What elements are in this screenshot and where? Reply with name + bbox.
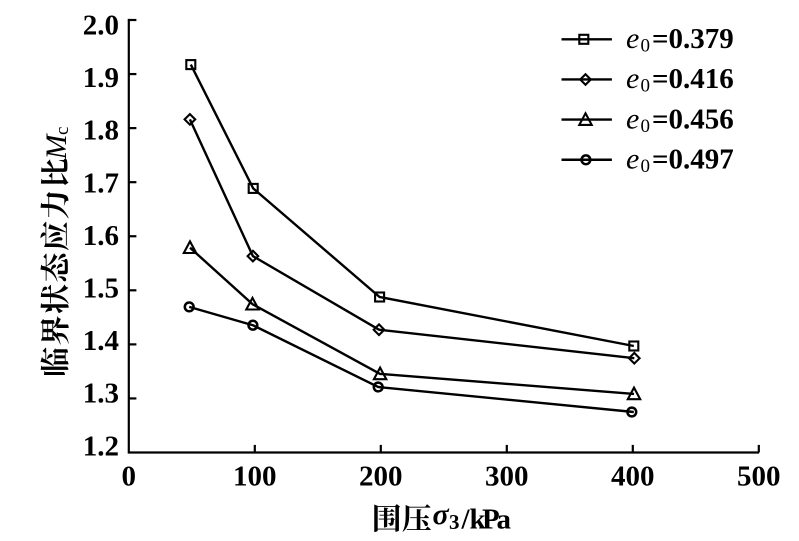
svg-text:500: 500 [737, 461, 781, 493]
svg-text:=0.456: =0.456 [652, 103, 734, 135]
svg-text:200: 200 [359, 461, 403, 493]
svg-text:c: c [52, 127, 73, 135]
svg-text:0: 0 [122, 461, 137, 493]
svg-text:300: 300 [485, 461, 529, 493]
svg-text:1.3: 1.3 [83, 378, 119, 410]
svg-text:1.2: 1.2 [83, 430, 119, 462]
svg-text:1.8: 1.8 [83, 115, 119, 147]
svg-text:P: P [482, 504, 500, 536]
svg-text:0: 0 [641, 36, 651, 57]
svg-text:0: 0 [641, 156, 651, 177]
svg-text:1.7: 1.7 [83, 167, 119, 199]
svg-text:a: a [497, 504, 512, 536]
svg-text:e: e [626, 62, 639, 95]
svg-text:e: e [626, 22, 639, 55]
svg-text:/: / [461, 504, 471, 536]
svg-text:400: 400 [611, 461, 655, 493]
svg-text:k: k [470, 504, 487, 536]
svg-text:0: 0 [641, 76, 651, 97]
svg-text:=0.379: =0.379 [652, 23, 734, 55]
svg-text:e: e [626, 102, 639, 135]
svg-text:0: 0 [641, 116, 651, 137]
svg-text:100: 100 [233, 461, 277, 493]
svg-text:1.9: 1.9 [83, 62, 119, 94]
svg-text:σ: σ [433, 498, 450, 531]
svg-text:1.4: 1.4 [83, 325, 119, 357]
svg-text:1.5: 1.5 [83, 273, 119, 305]
svg-text:2.0: 2.0 [83, 10, 119, 42]
svg-text:M: M [40, 133, 73, 161]
svg-text:=0.416: =0.416 [652, 63, 734, 95]
svg-text:=0.497: =0.497 [652, 143, 734, 175]
svg-text:e: e [626, 142, 639, 175]
svg-text:3: 3 [449, 510, 460, 534]
svg-text:1.6: 1.6 [83, 220, 119, 252]
